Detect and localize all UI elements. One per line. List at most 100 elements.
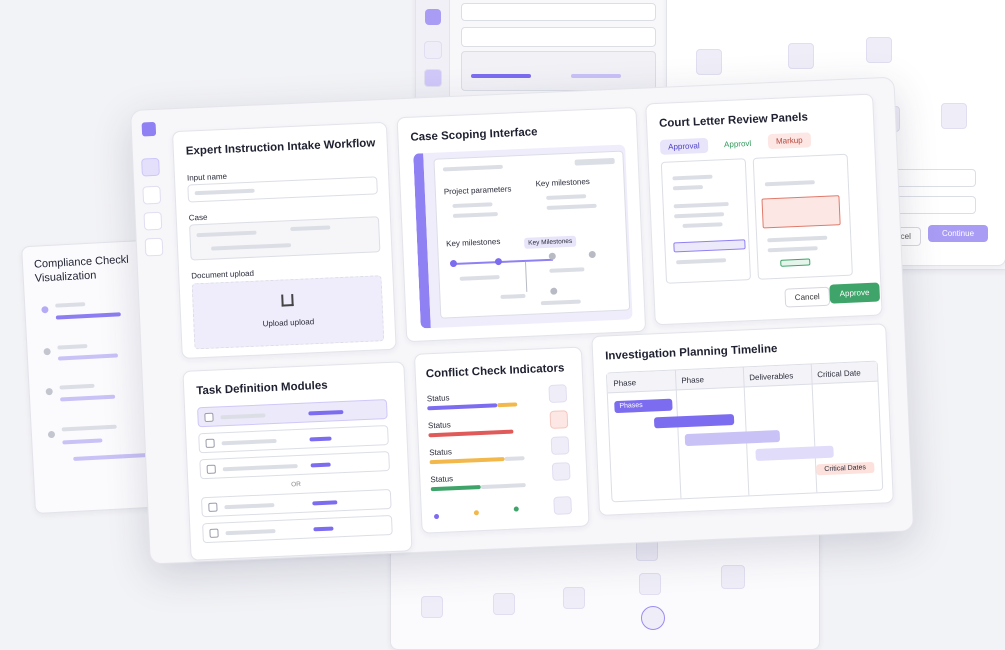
placeholder xyxy=(676,258,727,265)
nav-icon[interactable] xyxy=(142,185,162,205)
milestone xyxy=(588,250,596,259)
bg-continue-button[interactable]: Continue xyxy=(928,225,989,242)
status-bar xyxy=(429,456,505,465)
card-title: Case Scoping Interface xyxy=(410,126,538,144)
document-pane xyxy=(752,153,853,280)
card-title: Expert Instruction Intake Workflow xyxy=(185,137,376,158)
checkbox[interactable] xyxy=(209,528,219,538)
task-row[interactable] xyxy=(200,488,392,518)
status-chip xyxy=(780,258,811,267)
placeholder xyxy=(459,275,500,281)
placeholder xyxy=(673,201,729,209)
phase-bar xyxy=(755,445,834,462)
highlight xyxy=(673,239,746,253)
tasks-card: Task Definition Modules OR xyxy=(182,361,413,561)
progress xyxy=(312,500,338,506)
placeholder xyxy=(672,174,713,181)
placeholder xyxy=(290,225,331,232)
placeholder xyxy=(767,246,818,253)
checkbox[interactable] xyxy=(208,502,218,512)
timeline-card: Investigation Planning Timeline Phase Ph… xyxy=(591,323,894,516)
timeline-table: Phase Phase Deliverables Critical Date P… xyxy=(605,360,884,503)
bg-bar xyxy=(60,394,116,402)
indicator-icon[interactable] xyxy=(548,384,568,403)
bg-flow-node xyxy=(788,43,814,69)
bg-flow-node xyxy=(941,103,967,129)
intake-card: Expert Instruction Intake Workflow Input… xyxy=(171,121,397,359)
bg-flow-node xyxy=(493,593,515,615)
status-bar xyxy=(430,485,481,492)
column-header: Deliverables xyxy=(749,371,794,383)
task-row[interactable] xyxy=(197,399,388,428)
field-label: Document upload xyxy=(191,268,255,281)
column-header: Phase xyxy=(613,378,637,389)
bg-flow-node xyxy=(866,37,892,63)
checkbox[interactable] xyxy=(206,464,216,474)
placeholder xyxy=(222,464,298,472)
progress xyxy=(308,409,344,416)
case-select[interactable] xyxy=(189,216,381,261)
bg-search xyxy=(461,3,656,21)
bg-progress xyxy=(571,74,621,78)
nav-icon[interactable] xyxy=(143,211,163,231)
bg-flow-node xyxy=(421,596,443,618)
field-label: Input name xyxy=(186,171,228,183)
bg-bar xyxy=(59,383,95,390)
status-label: Status xyxy=(426,393,450,404)
indicator-icon[interactable] xyxy=(551,462,571,481)
progress xyxy=(309,436,332,442)
phase-bar xyxy=(684,429,781,447)
indicator-icon[interactable] xyxy=(549,410,569,429)
status-bar xyxy=(504,456,525,461)
tab-approval-alt[interactable]: Approvl xyxy=(723,138,752,150)
critical-tag: Critical Dates xyxy=(816,461,875,476)
nav-icon[interactable] xyxy=(141,157,160,177)
progress xyxy=(310,462,331,468)
placeholder xyxy=(672,185,703,191)
placeholder xyxy=(549,267,585,273)
legend-dot xyxy=(473,510,480,516)
placeholder xyxy=(220,413,266,420)
scoping-card: Case Scoping Interface Project parameter… xyxy=(396,106,647,343)
main-panel: Expert Instruction Intake Workflow Input… xyxy=(130,76,915,565)
more-icon[interactable] xyxy=(553,496,573,515)
bg-progress xyxy=(471,74,531,78)
cancel-button[interactable]: Cancel xyxy=(784,286,831,308)
legend-dot xyxy=(513,506,519,512)
task-row[interactable] xyxy=(202,514,393,544)
legend-dot xyxy=(433,513,440,520)
bg-bar xyxy=(55,302,86,308)
milestone xyxy=(449,259,458,268)
bg-flow-node xyxy=(641,606,665,630)
status-bar xyxy=(497,402,518,408)
card-title: Task Definition Modules xyxy=(196,379,328,398)
bg-flow-node xyxy=(563,587,585,609)
bg-bar xyxy=(62,438,103,445)
phase-bar: Phases xyxy=(614,398,673,414)
bg-icon xyxy=(424,69,442,87)
status-label: Status xyxy=(427,420,451,431)
checkbox[interactable] xyxy=(205,438,215,449)
tab-markup[interactable]: Markup xyxy=(767,132,811,150)
indicator-icon[interactable] xyxy=(550,436,570,455)
column-header: Phase xyxy=(681,375,705,386)
task-row[interactable] xyxy=(199,451,390,480)
page: Cancel Continue Compliance Checkl Visual… xyxy=(21,0,1005,650)
approve-button[interactable]: Approve xyxy=(829,282,880,304)
task-row[interactable] xyxy=(198,425,389,454)
placeholder xyxy=(221,438,277,446)
milestone xyxy=(550,287,558,295)
bg-check xyxy=(41,306,49,314)
placeholder xyxy=(546,194,587,200)
tab-approval[interactable]: Approval xyxy=(659,137,708,155)
checkbox[interactable] xyxy=(204,412,214,423)
upload-zone[interactable]: Upload upload xyxy=(191,275,385,350)
markup-highlight xyxy=(761,195,841,229)
scope-window: Project parameters Key milestones Key mi… xyxy=(413,144,633,329)
bg-flow-node xyxy=(721,565,745,589)
placeholder xyxy=(225,529,276,536)
status-bar xyxy=(428,429,514,438)
placeholder xyxy=(452,212,498,219)
milestone xyxy=(548,252,556,260)
nav-icon[interactable] xyxy=(144,237,164,257)
